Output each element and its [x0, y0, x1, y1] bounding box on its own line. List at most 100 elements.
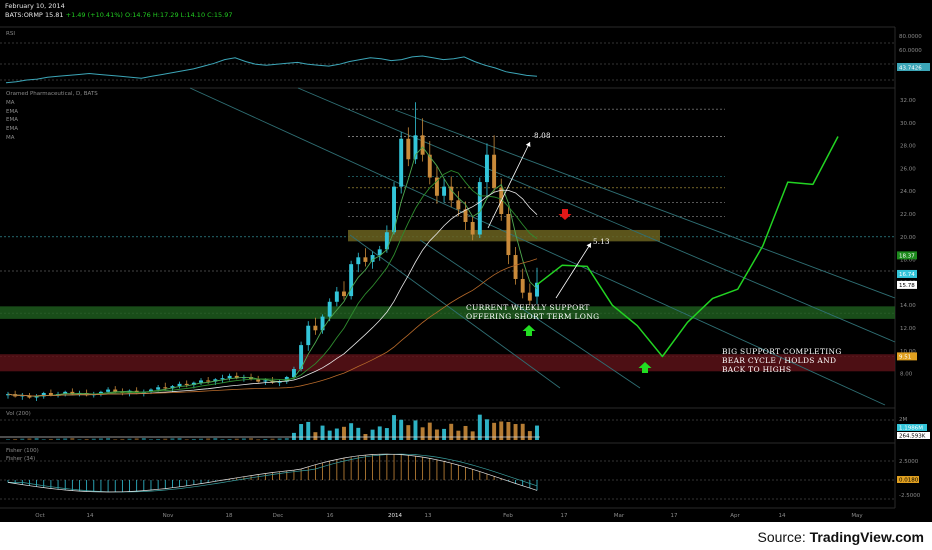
- target-high-label: 8.08: [534, 132, 551, 140]
- volume-bar: [420, 427, 425, 440]
- xaxis-tick: May: [851, 513, 863, 519]
- source-credit[interactable]: Source: TradingView.com: [757, 529, 924, 545]
- candle-body: [27, 395, 32, 398]
- volume-bar: [6, 439, 10, 440]
- candle-body: [34, 396, 39, 398]
- price-tick: 10.00: [900, 349, 916, 355]
- channel-line: [349, 234, 561, 389]
- volume-bar: [127, 438, 132, 440]
- price-badge: [897, 269, 917, 278]
- main-pane-label[interactable]: Oramed Pharmaceutical, D, BATS: [6, 91, 98, 97]
- indicator-label[interactable]: EMA: [6, 108, 18, 115]
- candle-body: [220, 378, 225, 380]
- source-brand[interactable]: TradingView.com: [809, 529, 924, 545]
- footer: [0, 522, 932, 550]
- indicator-label[interactable]: EMA: [6, 117, 18, 124]
- price-tick: 12.00: [900, 326, 916, 332]
- volume-bar: [134, 438, 139, 440]
- target-low-arrowhead: [586, 243, 591, 248]
- weekly-support-line-2: OFFERING SHORT TERM LONG: [466, 312, 600, 321]
- volume-bar: [27, 438, 32, 440]
- candle-body: [199, 380, 203, 383]
- candle-body: [156, 387, 161, 390]
- buy-arrow-icon: [638, 362, 652, 373]
- price-tick: 14.00: [900, 303, 916, 309]
- indicator-label[interactable]: EMA: [6, 126, 18, 133]
- xaxis-tick: 17: [671, 513, 678, 519]
- xaxis-tick: 14: [87, 513, 94, 519]
- volume-bar: [492, 422, 497, 440]
- weekly-support-line-1: CURRENT WEEKLY SUPPORT: [466, 303, 590, 312]
- candle-body: [342, 291, 346, 297]
- ema-mid-line: [7, 170, 538, 397]
- target-low-arrow: [555, 242, 592, 299]
- volume-ma-badge: [897, 432, 930, 439]
- candle-body: [184, 383, 189, 385]
- fisher-label-1[interactable]: Fisher (100): [6, 448, 39, 454]
- candle-body: [113, 389, 118, 392]
- big-support-note: BIG SUPPORT COMPLETING BEAR CYCLE / HOLD…: [722, 347, 842, 374]
- volume-bar: [277, 438, 282, 440]
- indicator-label[interactable]: MA: [6, 134, 15, 141]
- candle-body: [41, 392, 46, 397]
- volume-bar: [377, 426, 382, 440]
- volume-bar: [256, 439, 261, 440]
- volume-bar: [406, 425, 411, 440]
- volume-bar: [427, 422, 432, 440]
- volume-bar: [41, 439, 46, 440]
- volume-bar: [434, 429, 439, 440]
- candle-body: [277, 381, 282, 383]
- candle-body: [535, 282, 539, 297]
- volume-bar: [449, 423, 454, 440]
- volume-bar: [156, 438, 161, 440]
- candle-body: [427, 154, 432, 178]
- volume-bar: [327, 430, 332, 440]
- volume-pane-label[interactable]: Vol (200): [6, 411, 31, 417]
- price-tick: 22.00: [900, 212, 916, 218]
- volume-bar: [220, 439, 225, 440]
- price-tick: 28.00: [900, 144, 916, 150]
- candle-body: [320, 316, 325, 331]
- price-tick: 20.00: [900, 235, 916, 241]
- xaxis-tick: 17: [561, 513, 568, 519]
- volume-bar: [370, 429, 375, 440]
- volume-bar: [20, 438, 25, 440]
- price-badge: [897, 251, 917, 260]
- candle-body: [456, 200, 461, 210]
- volume-bar: [456, 430, 461, 440]
- candle-body: [20, 395, 25, 397]
- volume-bar: [163, 438, 168, 440]
- xaxis-tick: Dec: [273, 513, 284, 519]
- candle-body: [356, 257, 361, 265]
- candle-body: [70, 391, 75, 395]
- candle-body: [420, 135, 425, 155]
- candle-body: [227, 375, 232, 379]
- candle-body: [249, 377, 254, 380]
- volume-bar: [463, 425, 468, 440]
- volume-bar: [299, 424, 304, 440]
- fisher-badge: [897, 476, 919, 483]
- price-tick: 30.00: [900, 121, 916, 127]
- volume-bar: [513, 424, 518, 440]
- volume-bar: [106, 438, 111, 440]
- candle-body: [299, 345, 304, 370]
- symbol-label[interactable]: BATS:ORMP: [5, 11, 43, 19]
- volume-bar: [234, 438, 239, 440]
- candle-body: [291, 369, 296, 378]
- candle-body: [270, 380, 275, 383]
- price-tick: 24.00: [900, 189, 916, 195]
- xaxis-tick: Apr: [730, 513, 740, 519]
- price-badge-text: 9.51: [899, 354, 911, 360]
- indicator-label[interactable]: MA: [6, 100, 15, 106]
- volume-bar: [342, 426, 346, 440]
- price-tick: 18.00: [900, 258, 916, 264]
- rsi-value-badge: [897, 63, 930, 71]
- volume-bar: [227, 438, 232, 440]
- candle-body: [149, 389, 153, 392]
- fisher-label-2[interactable]: Fisher (34): [6, 456, 36, 462]
- volume-bar: [77, 439, 82, 440]
- rsi-pane-label[interactable]: RSI: [6, 31, 15, 37]
- candle-body: [392, 186, 396, 233]
- xaxis-tick: Oct: [35, 513, 45, 519]
- candle-body: [48, 392, 53, 396]
